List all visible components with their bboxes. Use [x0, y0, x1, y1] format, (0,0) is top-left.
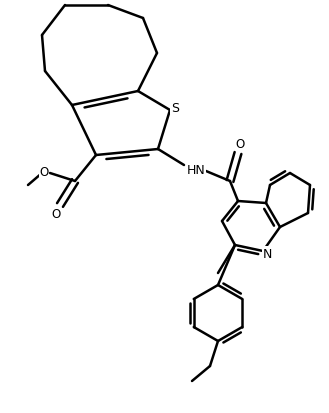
- Text: O: O: [51, 208, 61, 221]
- Text: N: N: [262, 247, 272, 260]
- Text: S: S: [171, 101, 179, 114]
- Text: O: O: [39, 166, 49, 179]
- Text: HN: HN: [187, 163, 205, 176]
- Text: O: O: [235, 138, 245, 151]
